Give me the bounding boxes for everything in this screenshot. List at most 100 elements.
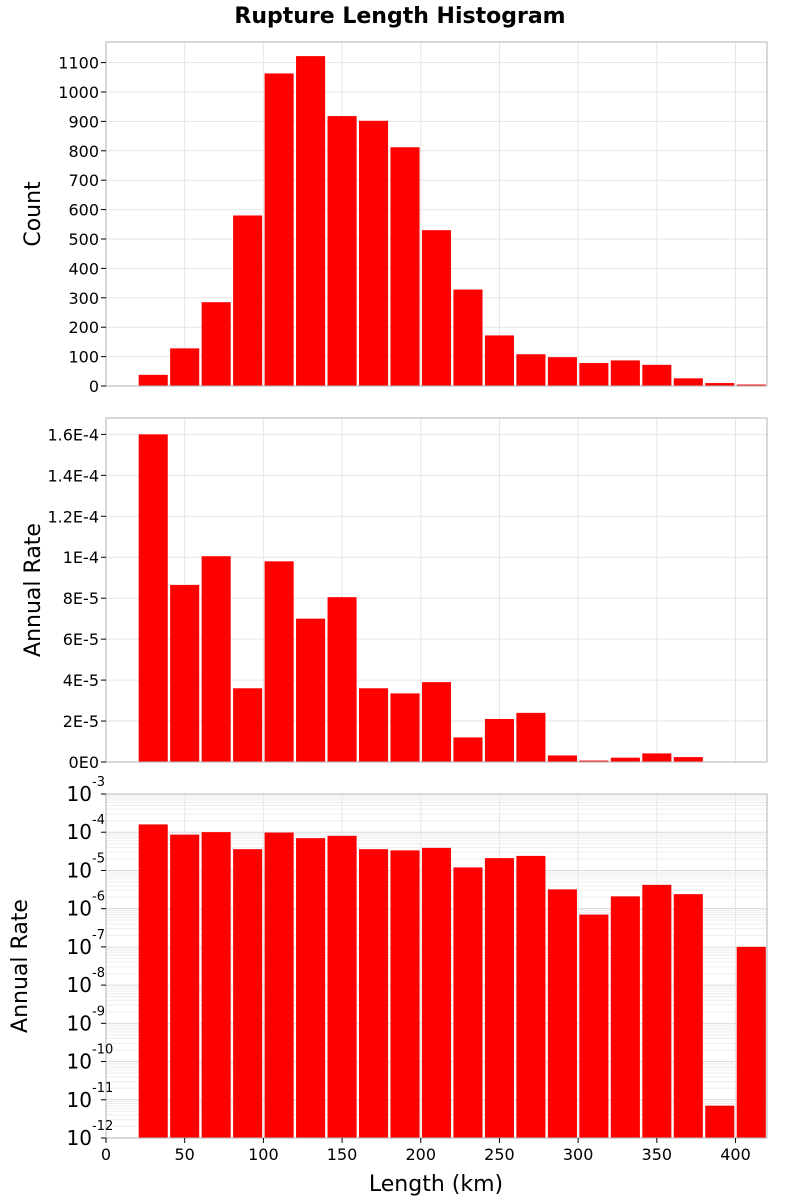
- plot-frame: [105, 417, 768, 763]
- histogram-bar: [390, 850, 420, 1138]
- panel-2: 0E0 2E-5 4E-5 6E-5 8E-5 1E-4 1.2E-4 1.4E-4 1.6E-…: [21, 417, 768, 772]
- y-tick-label: 800: [68, 142, 99, 161]
- y-tick-label-base: 10: [67, 935, 92, 959]
- histogram-bar: [453, 737, 483, 762]
- y-axis-ticks: 0E0 2E-5 4E-5 6E-5 8E-5 1E-4 1.2E-4 1.4E-4 1.6E-…: [47, 425, 106, 772]
- y-tick-label: 0E0: [69, 753, 99, 772]
- histogram-bar: [170, 584, 200, 762]
- y-tick-label: 700: [68, 171, 99, 190]
- y-tick-label-base: 10: [67, 858, 92, 882]
- y-tick-label-base: 10: [67, 1011, 92, 1035]
- chart-title: Rupture Length Histogram: [234, 4, 565, 29]
- histogram-bar: [642, 364, 672, 386]
- x-tick-label: 50: [175, 1145, 195, 1164]
- x-tick-label: 150: [327, 1145, 358, 1164]
- x-axis-label: Length (km): [369, 1172, 503, 1197]
- histogram-bar: [421, 682, 452, 762]
- y-axis-label: Annual Rate: [21, 523, 46, 657]
- y-tick-label-exponent: -3: [92, 775, 105, 790]
- panel-1: 0 100 200 300 400 500 600 700 800 900 1000 1100 Coun…: [21, 41, 768, 396]
- histogram-bar: [170, 834, 200, 1138]
- bars: [138, 56, 766, 387]
- y-tick-label-base: 10: [67, 897, 92, 921]
- y-tick-label-exponent: -7: [92, 928, 105, 943]
- histogram-bar: [233, 215, 263, 386]
- y-tick-label: 4E-5: [63, 671, 99, 690]
- histogram-bar: [453, 289, 483, 386]
- y-axis-label: Count: [21, 181, 46, 247]
- histogram-bar: [359, 120, 389, 387]
- y-axis-label: Annual Rate: [8, 899, 33, 1033]
- y-tick-label: 200: [68, 318, 99, 337]
- histogram-bar: [201, 302, 231, 386]
- histogram-bar: [484, 335, 514, 386]
- y-tick-label: 1.2E-4: [47, 507, 99, 526]
- x-axis: 0 50 100 150 200 250 300 350 400: [101, 1138, 751, 1164]
- x-tick-label: 300: [563, 1145, 594, 1164]
- histogram-bar: [579, 914, 609, 1138]
- histogram-bar: [296, 56, 326, 386]
- y-tick-label-exponent: -9: [92, 1004, 105, 1019]
- histogram-bar: [484, 858, 514, 1138]
- y-tick-label: 900: [68, 112, 99, 131]
- histogram-bar: [673, 894, 703, 1138]
- histogram-bar: [327, 116, 357, 386]
- histogram-bar: [484, 719, 514, 762]
- y-tick-label: 300: [68, 289, 99, 308]
- histogram-bar: [296, 838, 326, 1138]
- y-tick-label-exponent: -10: [92, 1043, 113, 1058]
- histogram-bar: [642, 753, 672, 762]
- histogram-bar: [170, 348, 200, 386]
- histogram-bar: [547, 889, 577, 1138]
- x-tick-label: 100: [248, 1145, 279, 1164]
- histogram-bar: [138, 434, 168, 762]
- y-tick-label-base: 10: [67, 820, 92, 844]
- histogram-bar: [359, 688, 389, 762]
- y-tick-label-base: 10: [67, 1088, 92, 1112]
- y-tick-label-base: 10: [67, 782, 92, 806]
- y-tick-label: 1.6E-4: [47, 425, 99, 444]
- histogram-bar: [264, 73, 294, 386]
- plot-frame: [105, 793, 768, 1139]
- histogram-bar: [642, 884, 672, 1138]
- y-tick-label-exponent: -4: [92, 813, 105, 828]
- y-tick-label: 100: [68, 348, 99, 367]
- histogram-bar: [516, 712, 546, 762]
- histogram-bar: [296, 618, 326, 762]
- chart-panels: 0 100 200 300 400 500 600 700 800 900 1000 1100 Coun…: [8, 41, 768, 1150]
- histogram-bar: [736, 384, 766, 386]
- y-tick-label: 6E-5: [63, 630, 99, 649]
- histogram-bar: [610, 360, 640, 386]
- histogram-bar: [673, 378, 703, 386]
- histogram-bar: [201, 832, 231, 1138]
- histogram-bar: [610, 896, 640, 1138]
- y-tick-label: 400: [68, 259, 99, 278]
- y-tick-label: 1000: [58, 83, 99, 102]
- y-tick-label-exponent: -11: [92, 1081, 113, 1096]
- x-tick-label: 0: [101, 1145, 111, 1164]
- y-tick-label-exponent: -12: [92, 1119, 113, 1134]
- histogram-bar: [516, 855, 546, 1138]
- histogram-bar: [547, 357, 577, 386]
- histogram-bar: [233, 688, 263, 762]
- histogram-bar: [705, 1105, 735, 1138]
- histogram-bar: [264, 561, 294, 762]
- x-tick-label: 400: [720, 1145, 751, 1164]
- histogram-bar: [390, 147, 420, 386]
- histogram-bar: [201, 556, 231, 762]
- histogram-bar: [705, 383, 735, 386]
- histogram-bar: [327, 597, 357, 762]
- histogram-bar: [421, 847, 452, 1138]
- histogram-bar: [327, 835, 357, 1138]
- histogram-bar: [138, 824, 168, 1138]
- y-tick-label-base: 10: [67, 1126, 92, 1150]
- histogram-bar: [516, 354, 546, 386]
- y-tick-label: 600: [68, 201, 99, 220]
- y-tick-label-exponent: -6: [92, 890, 105, 905]
- histogram-bar: [579, 363, 609, 386]
- histogram-bar: [673, 757, 703, 762]
- histogram-bar: [138, 374, 168, 386]
- y-tick-label: 1100: [58, 54, 99, 73]
